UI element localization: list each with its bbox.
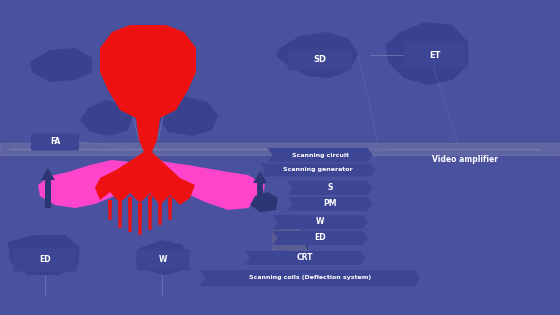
Text: S: S [327, 184, 333, 192]
Polygon shape [276, 32, 358, 78]
Text: W: W [316, 217, 324, 226]
Polygon shape [287, 181, 372, 195]
Polygon shape [38, 158, 144, 208]
FancyBboxPatch shape [404, 43, 466, 67]
Polygon shape [272, 225, 310, 255]
Polygon shape [253, 171, 267, 208]
Polygon shape [200, 270, 420, 286]
Polygon shape [138, 203, 142, 235]
FancyBboxPatch shape [137, 249, 189, 271]
Text: PM: PM [323, 199, 337, 209]
Text: FA: FA [50, 138, 60, 146]
Bar [0, 143, 560, 155]
Text: Video amplifier: Video amplifier [432, 156, 498, 164]
Text: SD: SD [314, 55, 326, 65]
Text: ED: ED [314, 233, 326, 243]
Polygon shape [268, 148, 372, 162]
Polygon shape [152, 158, 265, 210]
Polygon shape [108, 200, 112, 220]
Polygon shape [260, 163, 376, 176]
Polygon shape [245, 251, 365, 265]
Text: ET: ET [430, 50, 441, 60]
Polygon shape [118, 202, 122, 228]
FancyBboxPatch shape [288, 49, 352, 71]
FancyBboxPatch shape [13, 249, 77, 272]
Text: W: W [159, 255, 167, 265]
Polygon shape [158, 96, 218, 136]
Text: Scanning generator: Scanning generator [283, 168, 353, 173]
Polygon shape [250, 192, 278, 212]
Polygon shape [41, 168, 55, 208]
Polygon shape [386, 22, 468, 85]
Polygon shape [8, 235, 80, 275]
Polygon shape [168, 197, 172, 220]
Text: Scanning coils (Deflection system): Scanning coils (Deflection system) [249, 276, 371, 280]
Polygon shape [95, 152, 195, 205]
Polygon shape [287, 197, 372, 211]
FancyBboxPatch shape [31, 134, 79, 151]
Polygon shape [80, 100, 133, 136]
Text: CRT: CRT [297, 254, 313, 262]
Polygon shape [136, 118, 160, 152]
Polygon shape [135, 240, 190, 275]
Text: Scanning circuit: Scanning circuit [292, 152, 348, 158]
Text: ED: ED [39, 255, 51, 265]
Polygon shape [158, 203, 162, 225]
Polygon shape [273, 231, 367, 245]
Polygon shape [100, 25, 196, 120]
Polygon shape [30, 48, 92, 82]
Polygon shape [272, 228, 308, 252]
Polygon shape [128, 197, 132, 232]
Polygon shape [273, 215, 367, 229]
Polygon shape [115, 28, 180, 64]
Polygon shape [148, 195, 152, 230]
